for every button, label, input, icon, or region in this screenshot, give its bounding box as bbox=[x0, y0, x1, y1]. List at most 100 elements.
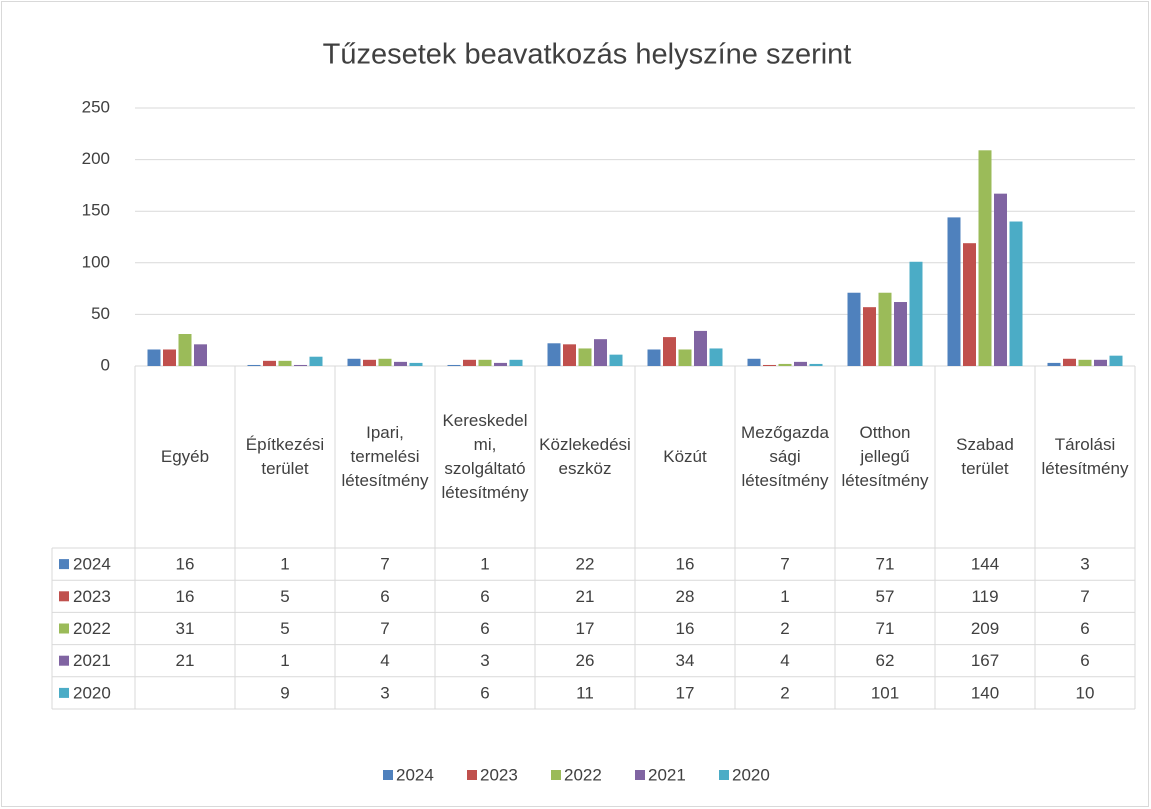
bar bbox=[163, 349, 176, 366]
category-label: Építkezési terület bbox=[245, 435, 325, 478]
bar bbox=[547, 343, 561, 366]
table-value: 11 bbox=[576, 683, 594, 702]
bar bbox=[1109, 355, 1123, 366]
table-value: 4 bbox=[380, 651, 389, 670]
chart-title: Tűzesetek beavatkozás helyszíne szerint bbox=[323, 39, 852, 71]
bar bbox=[847, 292, 861, 366]
table-value: 9 bbox=[280, 683, 289, 702]
bar bbox=[247, 364, 261, 366]
bar bbox=[463, 359, 476, 366]
bar bbox=[747, 358, 761, 366]
bar bbox=[678, 349, 692, 366]
category-label: Tárolási létesítmény bbox=[1041, 435, 1129, 478]
table-value: 16 bbox=[676, 555, 695, 574]
bar bbox=[978, 150, 992, 366]
bar bbox=[894, 302, 907, 366]
table-value: 16 bbox=[176, 587, 195, 606]
table-value: 71 bbox=[876, 555, 895, 574]
bar bbox=[763, 364, 776, 366]
table-value: 1 bbox=[280, 555, 289, 574]
category-label: Ipari, termelési létesítmény bbox=[341, 423, 429, 490]
table-value: 144 bbox=[971, 555, 999, 574]
table-value: 34 bbox=[676, 651, 695, 670]
table-value: 2 bbox=[780, 619, 789, 638]
series-label: 2021 bbox=[73, 651, 111, 670]
table-value: 71 bbox=[876, 619, 895, 638]
bar bbox=[147, 349, 161, 366]
table-value: 1 bbox=[480, 555, 489, 574]
series-label: 2020 bbox=[73, 683, 111, 702]
table-value: 5 bbox=[280, 587, 289, 606]
table-value: 26 bbox=[576, 651, 595, 670]
series-label: 2024 bbox=[73, 555, 111, 574]
table-value: 62 bbox=[876, 651, 895, 670]
category-label: Szabad terület bbox=[956, 435, 1014, 478]
category-label: Közlekedési eszköz bbox=[539, 435, 631, 478]
table-value: 5 bbox=[280, 619, 289, 638]
table-value: 1 bbox=[280, 651, 289, 670]
bar bbox=[378, 358, 392, 366]
bar bbox=[709, 348, 723, 366]
table-value: 31 bbox=[176, 619, 195, 638]
table-value: 17 bbox=[576, 619, 595, 638]
legend-key bbox=[467, 770, 477, 780]
legend-key bbox=[635, 770, 645, 780]
bar bbox=[409, 362, 423, 366]
legend-key bbox=[719, 770, 729, 780]
bar bbox=[878, 292, 892, 366]
table-value: 57 bbox=[876, 587, 895, 606]
bar bbox=[594, 339, 607, 366]
bar bbox=[263, 360, 276, 366]
bar bbox=[609, 354, 623, 366]
table-value: 1 bbox=[780, 587, 789, 606]
table-value: 6 bbox=[480, 683, 489, 702]
table-value: 16 bbox=[676, 619, 695, 638]
table-value: 10 bbox=[1076, 683, 1095, 702]
bar bbox=[494, 362, 507, 366]
table-value: 6 bbox=[480, 587, 489, 606]
y-tick-label: 250 bbox=[82, 97, 110, 116]
bar bbox=[794, 361, 807, 366]
category-label: Otthon jellegű létesítmény bbox=[841, 423, 929, 490]
bar bbox=[1009, 221, 1023, 366]
series-label: 2022 bbox=[73, 619, 111, 638]
bar bbox=[809, 363, 823, 366]
y-tick-label: 200 bbox=[82, 149, 110, 168]
bar bbox=[478, 359, 492, 366]
table-value: 7 bbox=[380, 555, 389, 574]
series-label: 2023 bbox=[73, 587, 111, 606]
category-label: Kereskedelmi, szolgáltató létesítmény bbox=[441, 411, 529, 502]
table-value: 7 bbox=[1080, 587, 1089, 606]
bar bbox=[994, 193, 1007, 366]
legend-key bbox=[59, 559, 69, 570]
bar bbox=[509, 359, 523, 366]
table-value: 209 bbox=[971, 619, 999, 638]
bar bbox=[178, 334, 192, 366]
table-value: 16 bbox=[176, 555, 195, 574]
table-value: 6 bbox=[480, 619, 489, 638]
bar bbox=[563, 344, 576, 366]
legend-label: 2023 bbox=[480, 765, 518, 784]
table-value: 167 bbox=[971, 651, 999, 670]
bar bbox=[578, 348, 592, 366]
bar bbox=[778, 363, 792, 366]
y-tick-label: 150 bbox=[82, 201, 110, 220]
table-value: 28 bbox=[676, 587, 695, 606]
table-value: 4 bbox=[780, 651, 789, 670]
bar bbox=[1094, 359, 1107, 366]
legend-key bbox=[59, 687, 69, 698]
table-value: 101 bbox=[871, 683, 899, 702]
legend-key bbox=[551, 770, 561, 780]
legend-label: 2021 bbox=[648, 765, 686, 784]
bar bbox=[309, 356, 323, 366]
legend-label: 2020 bbox=[732, 765, 770, 784]
legend-key bbox=[59, 655, 69, 666]
bar bbox=[694, 330, 707, 366]
legend-label: 2024 bbox=[396, 765, 434, 784]
bar bbox=[1063, 358, 1076, 366]
bar bbox=[909, 261, 923, 366]
bar bbox=[278, 360, 292, 366]
